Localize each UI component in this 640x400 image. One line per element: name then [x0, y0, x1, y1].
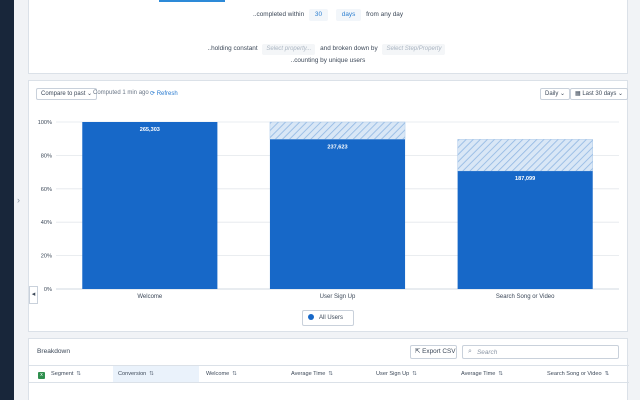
breakdown-search[interactable]: ⌕ — [462, 345, 619, 359]
completed-within-text: ..completed within — [252, 11, 305, 18]
breakdown-table-header: x Segment ⇅ Conversion ⇅ Welcome ⇅ Average T… — [29, 365, 629, 383]
y-tick-label: 20% — [41, 254, 52, 260]
y-tick-label: 60% — [41, 187, 52, 193]
chevron-down-icon: ⌄ — [87, 91, 93, 97]
column-label: Average Time — [291, 371, 326, 377]
holding-constant-row: ..holding constant Select property... an… — [29, 42, 627, 55]
column-search-song-or-video[interactable]: Search Song or Video ⇅ — [542, 366, 628, 382]
legend-swatch — [308, 314, 314, 320]
legend-all-users[interactable]: All Users — [302, 310, 354, 326]
conversion-bar[interactable] — [269, 139, 406, 289]
column-conversion[interactable]: Conversion ⇅ — [113, 366, 199, 382]
sort-icon: ⇅ — [412, 371, 417, 377]
column-label: Segment — [51, 371, 74, 377]
excel-icon[interactable]: x — [38, 372, 45, 379]
sort-icon: ⇅ — [604, 371, 610, 377]
active-tab-indicator — [159, 0, 225, 2]
column-label: Welcome — [206, 371, 230, 377]
x-tick-label: Welcome — [137, 294, 163, 300]
dropoff-bar[interactable] — [269, 121, 406, 140]
interval-label: Daily — [545, 91, 559, 97]
query-builder: ..completed within 30 days from any day … — [28, 0, 628, 74]
column-average-time-2[interactable]: Average Time ⇅ — [456, 366, 540, 382]
date-range-label: Last 30 days — [582, 91, 617, 97]
conversion-bar[interactable] — [82, 122, 218, 289]
export-csv-button[interactable]: ⇱ Export CSV — [410, 345, 457, 359]
chevron-down-icon: ⌄ — [560, 91, 566, 97]
window-unit-select[interactable]: days — [335, 9, 362, 21]
column-user-sign-up[interactable]: User Sign Up ⇅ — [371, 366, 455, 382]
calendar-icon: ▦ — [575, 91, 581, 97]
x-tick-label: Search Song or Video — [496, 294, 555, 300]
dropoff-bar[interactable] — [457, 139, 593, 172]
holding-constant-text: ..holding constant — [207, 45, 258, 52]
expand-panel-icon[interactable]: › — [17, 195, 20, 205]
column-label: Search Song or Video — [547, 371, 602, 377]
chevron-down-icon: ⌄ — [618, 91, 624, 97]
column-welcome[interactable]: Welcome ⇅ — [201, 366, 285, 382]
from-any-day-text: from any day — [366, 11, 404, 18]
search-icon: ⌕ — [468, 348, 472, 355]
computed-status: Computed 1 min ago — [93, 90, 149, 96]
bar-value-label: 187,099 — [515, 176, 535, 182]
bar-value-label: 237,623 — [327, 144, 347, 150]
conversion-bar[interactable] — [457, 171, 593, 289]
property-select[interactable]: Select property... — [262, 44, 316, 55]
counting-by-text[interactable]: ..counting by unique users — [290, 57, 366, 64]
compare-to-past-dropdown[interactable]: Compare to past ⌄ — [36, 88, 98, 100]
sort-icon: ⇅ — [328, 371, 334, 377]
refresh-button[interactable]: ⟳ Refresh — [150, 90, 178, 97]
sort-icon: ⇅ — [76, 371, 82, 377]
refresh-label: Refresh — [156, 91, 178, 97]
interval-dropdown[interactable]: Daily ⌄ — [540, 88, 571, 100]
column-label: User Sign Up — [376, 371, 410, 377]
column-segment[interactable]: x Segment ⇅ — [33, 366, 111, 382]
search-input[interactable] — [477, 347, 615, 357]
app-sidebar — [0, 0, 14, 400]
counting-by-row: ..counting by unique users — [29, 56, 627, 66]
column-label: Average Time — [461, 371, 496, 377]
funnel-bar-chart: 0% 20% 40% 60% 80% 100% 265,303 Welcome 237,623 U… — [38, 120, 619, 300]
y-tick-label: 80% — [41, 153, 52, 159]
export-csv-label: Export CSV — [422, 348, 456, 355]
compare-label: Compare to past — [41, 91, 86, 97]
column-average-time-1[interactable]: Average Time ⇅ — [286, 366, 370, 382]
window-value-input[interactable]: 30 — [308, 9, 329, 21]
y-tick-label: 0% — [44, 287, 52, 293]
breakdown-title: Breakdown — [37, 348, 70, 355]
broken-down-by-text: and broken down by — [320, 45, 378, 52]
column-label: Conversion — [118, 371, 147, 377]
x-tick-label: User Sign Up — [320, 294, 356, 300]
completed-within-row: ..completed within 30 days from any day — [29, 8, 627, 21]
export-icon: ⇱ — [415, 348, 421, 355]
step-property-select[interactable]: Select Step/Property — [382, 44, 446, 55]
refresh-icon: ⟳ — [150, 91, 156, 97]
legend-label: All Users — [319, 315, 344, 321]
y-tick-label: 40% — [41, 220, 52, 226]
sort-icon: ⇅ — [498, 371, 504, 377]
sort-icon: ⇅ — [149, 371, 154, 377]
collapse-chart-handle[interactable]: ◂ — [29, 286, 38, 304]
funnel-chart-card: Compare to past ⌄ Computed 1 min ago ⟳ R… — [28, 80, 629, 332]
y-tick-label: 100% — [38, 120, 52, 126]
bar-value-label: 265,303 — [140, 127, 160, 133]
sort-icon: ⇅ — [232, 371, 237, 377]
date-range-dropdown[interactable]: ▦ Last 30 days ⌄ — [570, 88, 629, 100]
